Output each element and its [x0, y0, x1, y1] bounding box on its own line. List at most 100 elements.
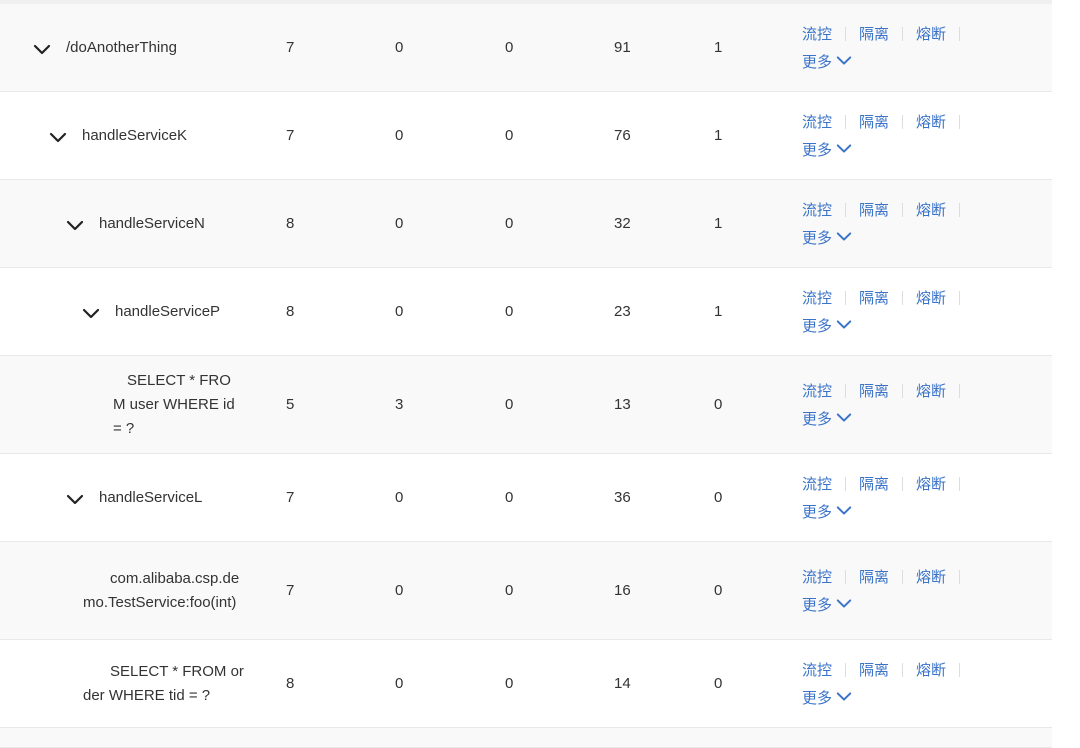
row-actions: 流控 隔离 熔断 更多: [802, 454, 973, 541]
more-dropdown[interactable]: 更多: [802, 405, 973, 433]
chevron-down-icon[interactable]: [49, 130, 67, 142]
flow-control-link[interactable]: 流控: [802, 383, 833, 400]
isolation-link[interactable]: 隔离: [859, 26, 890, 43]
flow-control-link[interactable]: 流控: [802, 114, 833, 131]
isolation-link[interactable]: 隔离: [859, 114, 890, 131]
row-actions: 流控 隔离 熔断 更多: [802, 268, 973, 355]
divider: [902, 383, 904, 398]
degrade-link[interactable]: 熔断: [916, 290, 947, 307]
flow-control-link[interactable]: 流控: [802, 569, 833, 586]
more-dropdown[interactable]: 更多: [802, 224, 973, 252]
table-row: SELECT * FROM order WHERE tid = ? 8 0 0 14 0 …: [0, 640, 1052, 728]
chevron-down-icon: [832, 596, 852, 613]
table-row: handleServiceL 7 0 0 36 0 流控 隔离 熔断 更多: [0, 454, 1052, 542]
metric-value: 0: [505, 489, 514, 506]
more-label: 更多: [802, 690, 833, 707]
more-label: 更多: [802, 504, 833, 521]
metric-value: 0: [505, 303, 514, 320]
divider: [959, 569, 961, 584]
metric-value: 0: [714, 675, 723, 692]
metric-value: 7: [286, 489, 295, 506]
chevron-down-icon[interactable]: [66, 218, 84, 230]
divider: [902, 569, 904, 584]
metric-value: 5: [286, 396, 295, 413]
metric-value: 0: [505, 396, 514, 413]
more-label: 更多: [802, 318, 833, 335]
isolation-link[interactable]: 隔离: [859, 202, 890, 219]
flow-control-link[interactable]: 流控: [802, 202, 833, 219]
metric-value: 8: [286, 215, 295, 232]
more-dropdown[interactable]: 更多: [802, 312, 973, 340]
more-dropdown[interactable]: 更多: [802, 48, 973, 76]
resource-name: SELECT * FROM order WHERE tid = ?: [83, 662, 244, 704]
table-row: /doAnotherThing 7 0 0 91 1 流控 隔离 熔断 更多: [0, 4, 1052, 92]
flow-control-link[interactable]: 流控: [802, 290, 833, 307]
flow-control-link[interactable]: 流控: [802, 26, 833, 43]
isolation-link[interactable]: 隔离: [859, 476, 890, 493]
divider: [845, 476, 847, 491]
resource-name: /doAnotherThing: [66, 39, 177, 56]
metric-value: 76: [614, 127, 631, 144]
degrade-link[interactable]: 熔断: [916, 569, 947, 586]
metric-value: 3: [395, 396, 404, 413]
isolation-link[interactable]: 隔离: [859, 662, 890, 679]
divider: [959, 476, 961, 491]
chevron-down-icon: [832, 317, 852, 334]
degrade-link[interactable]: 熔断: [916, 202, 947, 219]
metric-value: 0: [714, 582, 723, 599]
row-actions: 流控 隔离 熔断 更多: [802, 180, 973, 267]
flow-control-link[interactable]: 流控: [802, 662, 833, 679]
more-label: 更多: [802, 411, 833, 428]
degrade-link[interactable]: 熔断: [916, 476, 947, 493]
divider: [845, 26, 847, 41]
divider: [845, 202, 847, 217]
metric-value: 0: [505, 582, 514, 599]
chevron-down-icon: [832, 53, 852, 70]
degrade-link[interactable]: 熔断: [916, 26, 947, 43]
flow-control-link[interactable]: 流控: [802, 476, 833, 493]
metric-value: 36: [614, 489, 631, 506]
row-actions: 流控 隔离 熔断 更多: [802, 4, 973, 91]
metric-value: 8: [286, 303, 295, 320]
table-row: com.alibaba.csp.demo.TestService:foo(int…: [0, 542, 1052, 640]
metric-value: 1: [714, 215, 723, 232]
divider: [959, 383, 961, 398]
chevron-down-icon: [832, 229, 852, 246]
degrade-link[interactable]: 熔断: [916, 662, 947, 679]
divider: [959, 26, 961, 41]
resource-name: handleServiceP: [115, 303, 221, 320]
resource-name: handleServiceK: [82, 127, 188, 144]
chevron-down-icon[interactable]: [82, 306, 100, 318]
metric-value: 23: [614, 303, 631, 320]
degrade-link[interactable]: 熔断: [916, 383, 947, 400]
row-actions: 流控 隔离 熔断 更多: [802, 92, 973, 179]
metric-value: 0: [395, 489, 404, 506]
more-dropdown[interactable]: 更多: [802, 684, 973, 712]
resource-name: com.alibaba.csp.demo.TestService:foo(int…: [83, 569, 240, 611]
chevron-down-icon[interactable]: [66, 492, 84, 504]
metric-value: 7: [286, 39, 295, 56]
more-dropdown[interactable]: 更多: [802, 498, 973, 526]
divider: [902, 290, 904, 305]
metric-value: 8: [286, 675, 295, 692]
resource-name: handleServiceN: [99, 215, 205, 232]
more-dropdown[interactable]: 更多: [802, 591, 973, 619]
divider: [845, 662, 847, 677]
more-dropdown[interactable]: 更多: [802, 136, 973, 164]
divider: [902, 114, 904, 129]
isolation-link[interactable]: 隔离: [859, 569, 890, 586]
table-row: handleServiceK 7 0 0 76 1 流控 隔离 熔断 更多: [0, 92, 1052, 180]
chevron-down-icon[interactable]: [33, 42, 51, 54]
metric-value: 7: [286, 582, 295, 599]
metric-value: 0: [505, 39, 514, 56]
metric-value: 0: [395, 303, 404, 320]
divider: [845, 290, 847, 305]
chevron-down-icon: [832, 689, 852, 706]
metric-value: 0: [505, 675, 514, 692]
isolation-link[interactable]: 隔离: [859, 290, 890, 307]
degrade-link[interactable]: 熔断: [916, 114, 947, 131]
divider: [845, 383, 847, 398]
divider: [845, 114, 847, 129]
isolation-link[interactable]: 隔离: [859, 383, 890, 400]
metric-value: 0: [505, 215, 514, 232]
